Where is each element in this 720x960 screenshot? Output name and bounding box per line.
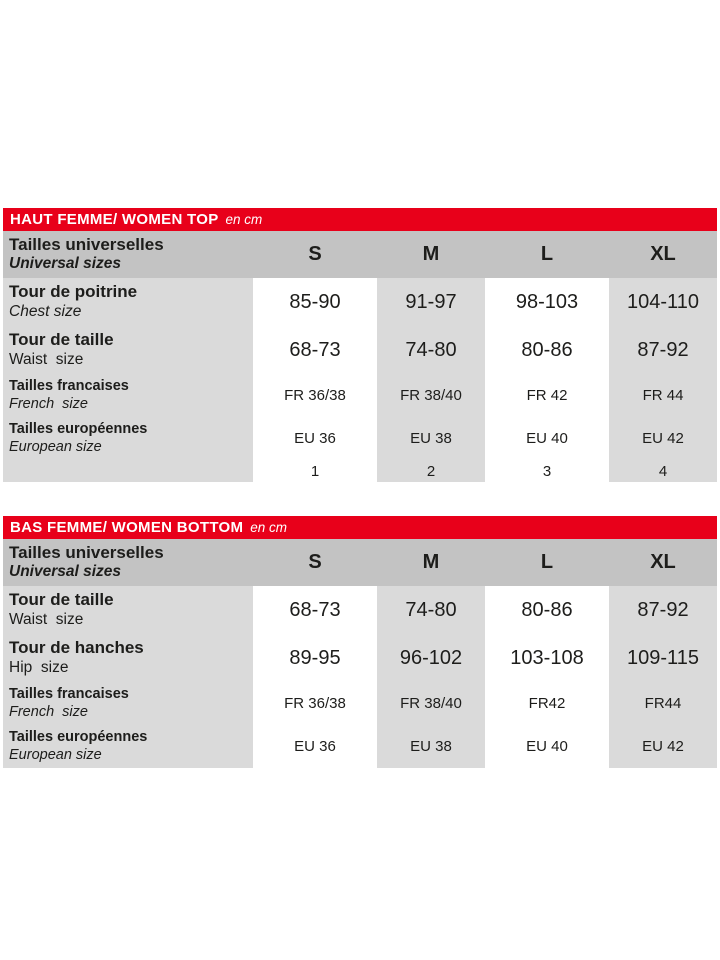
- size-header-label-en: Universal sizes: [9, 255, 122, 273]
- row-label-en: French size: [9, 395, 88, 412]
- column-header-l: L: [540, 551, 554, 573]
- row-label-fr: Tour de taille: [9, 330, 114, 350]
- row-label-fr: Tailles francaises: [9, 685, 129, 702]
- cell-value-l: EU 40: [526, 430, 568, 447]
- row-label-cell: Tailles francaises French size: [3, 374, 253, 417]
- cell-value-s: EU 36: [294, 430, 336, 447]
- row-label-en: French size: [9, 703, 88, 720]
- cell-value-m: 96-102: [377, 634, 485, 682]
- table-unit-label: en cm: [250, 520, 288, 535]
- cell-value-xl: FR 44: [609, 374, 717, 417]
- row-label-en: Waist size: [9, 610, 84, 628]
- size-header-label-fr: Tailles universelles: [9, 543, 164, 563]
- cell-value-xl: 87-92: [609, 326, 717, 374]
- row-label-fr: Tailles européennes: [9, 420, 148, 437]
- table-row: Tour de hanches Hip size 89-95 96-102 103-10…: [3, 634, 717, 682]
- cell-value-l: FR42: [528, 695, 566, 712]
- row-label-fr: Tailles européennes: [9, 728, 148, 745]
- column-header-s: S: [308, 551, 322, 573]
- table-title-bar: HAUT FEMME/ WOMEN TOP en cm: [3, 208, 717, 231]
- cell-value-xl: 87-92: [609, 586, 717, 634]
- column-header-m: M: [422, 551, 440, 573]
- table-title: HAUT FEMME/ WOMEN TOP: [10, 211, 219, 228]
- row-label-cell: Tailles européennes European size: [3, 417, 253, 460]
- column-header-s: S: [308, 243, 322, 265]
- table-title-bar: BAS FEMME/ WOMEN BOTTOM en cm: [3, 516, 717, 539]
- size-header-label-fr: Tailles universelles: [9, 235, 164, 255]
- cell-value-s: FR 36/38: [284, 387, 346, 404]
- column-header-m: M: [422, 243, 440, 265]
- cell-value-xl: EU 42: [609, 417, 717, 460]
- column-header-xl: XL: [650, 243, 676, 265]
- column-header-l: L: [540, 243, 554, 265]
- column-header-row: Tailles universelles Universal sizes S M…: [3, 231, 717, 278]
- table-unit-label: en cm: [225, 212, 263, 227]
- cell-value-l: 103-108: [510, 646, 584, 669]
- table-row: Tailles francaises French size FR 36/38 FR …: [3, 374, 717, 417]
- column-header-xl: XL: [650, 551, 676, 573]
- table-row: Tailles européennes European size EU 36 EU …: [3, 417, 717, 460]
- row-label-en: European size: [9, 746, 102, 763]
- cell-value-s: EU 36: [294, 738, 336, 755]
- cell-value-m: 74-80: [377, 326, 485, 374]
- cell-value-l: EU 40: [526, 738, 568, 755]
- row-label-cell: Tour de taille Waist size: [3, 326, 253, 374]
- table-row: Tailles européennes European size EU 36 EU …: [3, 725, 717, 768]
- row-label-fr: Tour de taille: [9, 590, 114, 610]
- table-row: 1 2 3 4: [3, 460, 717, 482]
- row-label-cell: [3, 460, 253, 482]
- row-label-en: Hip size: [9, 658, 69, 676]
- table-title: BAS FEMME/ WOMEN BOTTOM: [10, 519, 244, 536]
- row-label-cell: Tour de taille Waist size: [3, 586, 253, 634]
- row-label-fr: Tailles francaises: [9, 377, 129, 394]
- cell-value-s: 68-73: [289, 598, 341, 621]
- cell-value-s: 85-90: [289, 290, 341, 313]
- cell-value-xl: FR44: [609, 682, 717, 725]
- cell-value-l: FR 42: [526, 387, 568, 404]
- row-label-fr: Tour de hanches: [9, 638, 144, 658]
- size-header-label: Tailles universelles Universal sizes: [3, 235, 253, 273]
- table-row: Tour de taille Waist size 68-73 74-80 80-86 8…: [3, 586, 717, 634]
- cell-value-m: FR 38/40: [377, 374, 485, 417]
- row-label-en: Waist size: [9, 350, 84, 368]
- cell-value-m: EU 38: [377, 725, 485, 768]
- cell-value-m: EU 38: [377, 417, 485, 460]
- cell-value-xl: EU 42: [609, 725, 717, 768]
- size-header-label: Tailles universelles Universal sizes: [3, 543, 253, 581]
- table-body: Tour de poitrine Chest size 85-90 91-97 98-1…: [3, 278, 717, 482]
- size-header-label-en: Universal sizes: [9, 563, 122, 581]
- cell-value-m: 74-80: [377, 586, 485, 634]
- column-header-row: Tailles universelles Universal sizes S M…: [3, 539, 717, 586]
- table-row: Tailles francaises French size FR 36/38 FR …: [3, 682, 717, 725]
- table-body: Tour de taille Waist size 68-73 74-80 80-86 8…: [3, 586, 717, 768]
- cell-value-m: 2: [377, 460, 485, 482]
- cell-value-s: 68-73: [289, 338, 341, 361]
- size-table-women-top: HAUT FEMME/ WOMEN TOP en cm Tailles univ…: [3, 208, 717, 482]
- table-row: Tour de poitrine Chest size 85-90 91-97 98-1…: [3, 278, 717, 326]
- cell-value-s: 1: [310, 462, 320, 480]
- cell-value-xl: 104-110: [609, 278, 717, 326]
- size-table-women-bottom: BAS FEMME/ WOMEN BOTTOM en cm Tailles un…: [3, 516, 717, 768]
- cell-value-s: FR 36/38: [284, 695, 346, 712]
- table-row: Tour de taille Waist size 68-73 74-80 80-86 8…: [3, 326, 717, 374]
- row-label-fr: Tour de poitrine: [9, 282, 138, 302]
- cell-value-l: 98-103: [515, 290, 579, 313]
- cell-value-xl: 109-115: [609, 634, 717, 682]
- row-label-cell: Tour de hanches Hip size: [3, 634, 253, 682]
- cell-value-s: 89-95: [289, 646, 341, 669]
- row-label-en: European size: [9, 438, 102, 455]
- cell-value-xl: 4: [609, 460, 717, 482]
- row-label-en: Chest size: [9, 302, 82, 320]
- cell-value-l: 80-86: [521, 598, 573, 621]
- row-label-cell: Tour de poitrine Chest size: [3, 278, 253, 326]
- cell-value-l: 3: [542, 462, 552, 480]
- row-label-cell: Tailles européennes European size: [3, 725, 253, 768]
- size-chart-page: HAUT FEMME/ WOMEN TOP en cm Tailles univ…: [3, 208, 717, 768]
- cell-value-l: 80-86: [521, 338, 573, 361]
- cell-value-m: 91-97: [377, 278, 485, 326]
- row-label-cell: Tailles francaises French size: [3, 682, 253, 725]
- cell-value-m: FR 38/40: [377, 682, 485, 725]
